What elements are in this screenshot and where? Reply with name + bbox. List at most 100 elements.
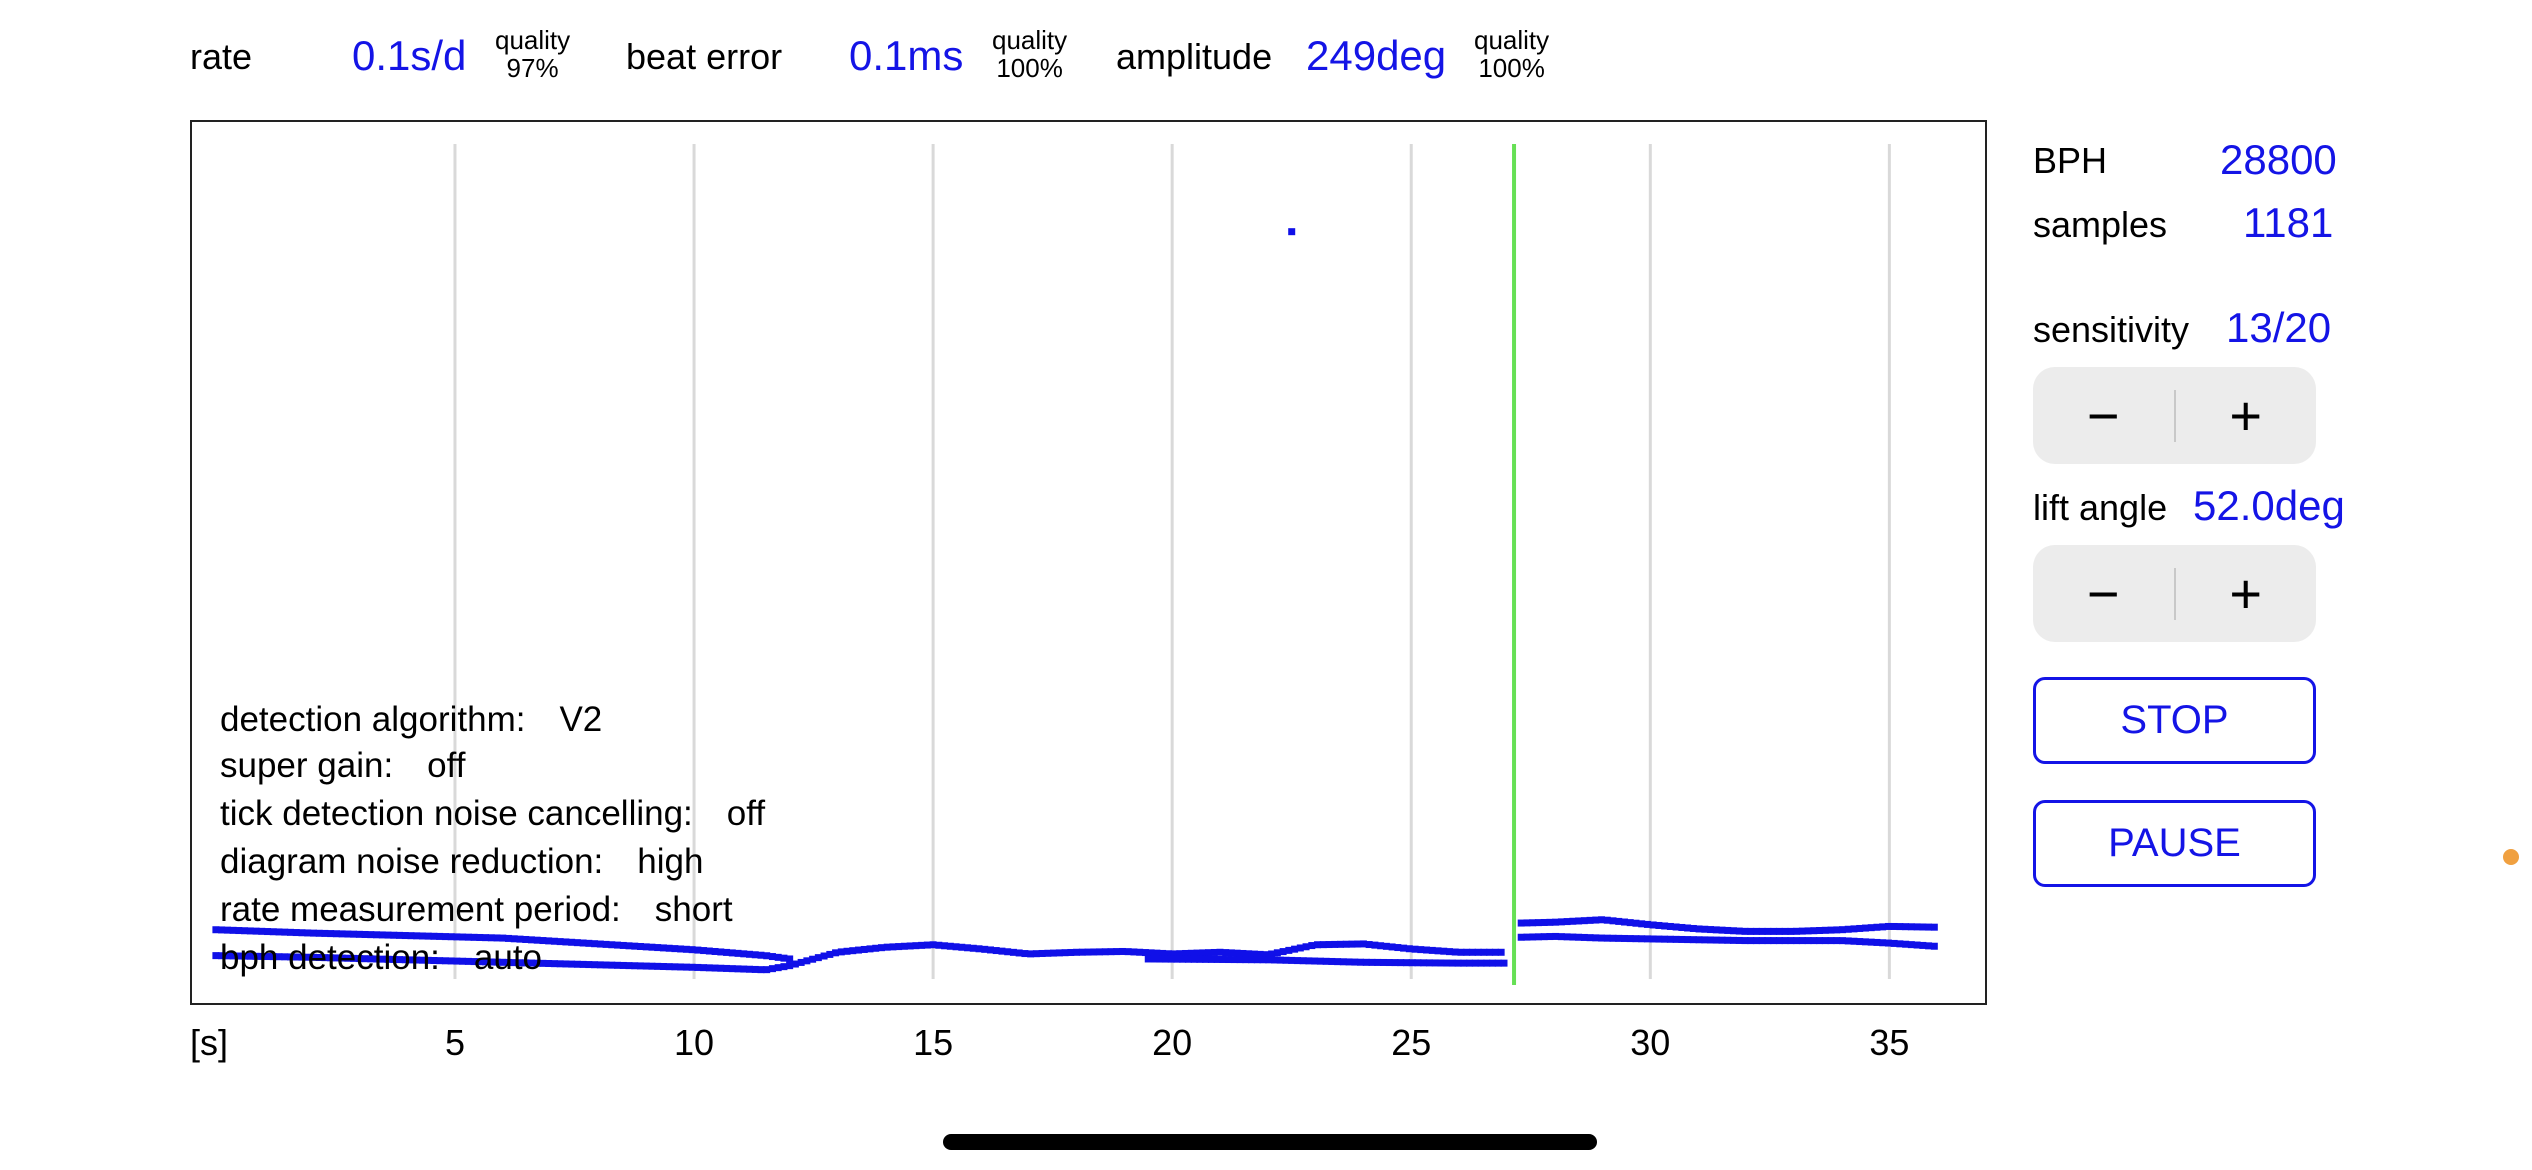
- plus-icon: +: [2229, 562, 2263, 625]
- trace-point: [1833, 926, 1841, 934]
- trace-point: [1781, 927, 1789, 935]
- trace-point: [1638, 935, 1646, 943]
- trace-point: [327, 954, 335, 962]
- trace-point: [246, 927, 254, 935]
- trace-point: [1153, 949, 1161, 957]
- trace-point: [1159, 949, 1167, 957]
- trace-point: [1517, 919, 1525, 927]
- trace-point: [1609, 934, 1617, 942]
- trace-point: [1787, 937, 1795, 945]
- trace-point: [585, 939, 593, 947]
- trace-point: [373, 955, 381, 963]
- trace-point: [390, 955, 398, 963]
- trace-point: [361, 955, 369, 963]
- trace-point: [1523, 919, 1531, 927]
- lift-angle-stepper[interactable]: − +: [2033, 545, 2316, 642]
- trace-point: [1471, 959, 1479, 967]
- trace-point: [625, 942, 633, 950]
- trace-point: [1540, 918, 1548, 926]
- trace-point: [1925, 942, 1933, 950]
- trace-point: [568, 938, 576, 946]
- trace-point: [573, 960, 581, 968]
- trace-point: [1055, 949, 1063, 957]
- trace-point: [298, 953, 306, 961]
- trace-point: [780, 963, 788, 971]
- trace-point: [1649, 921, 1657, 929]
- trace-point: [1758, 927, 1766, 935]
- trace-point: [1130, 948, 1138, 956]
- trace-point: [1793, 927, 1801, 935]
- setting-line: detection algorithm: V2: [220, 700, 602, 740]
- trace-point: [1609, 917, 1617, 925]
- trace-point: [344, 954, 352, 962]
- trace-point: [487, 958, 495, 966]
- trace-point: [1592, 934, 1600, 942]
- trace-point: [1489, 959, 1497, 967]
- trace-point: [1147, 949, 1155, 957]
- trace-point: [1666, 922, 1674, 930]
- trace-point: [1015, 949, 1023, 957]
- trace-point: [1655, 921, 1663, 929]
- stop-button[interactable]: STOP: [2033, 677, 2316, 764]
- trace-point: [1718, 936, 1726, 944]
- trace-point: [1620, 918, 1628, 926]
- trace-point: [1339, 958, 1347, 966]
- lift-angle-increase-button[interactable]: +: [2176, 545, 2317, 642]
- trace-point: [367, 931, 375, 939]
- trace-point: [602, 961, 610, 969]
- trace-point: [1466, 959, 1474, 967]
- trace-point: [929, 941, 937, 949]
- trace-point: [1775, 927, 1783, 935]
- sensitivity-stepper[interactable]: − +: [2033, 367, 2316, 464]
- pause-button[interactable]: PAUSE: [2033, 800, 2316, 887]
- trace-point: [1752, 937, 1760, 945]
- trace-point: [1084, 948, 1092, 956]
- trace-point: [1643, 920, 1651, 928]
- trace-point: [441, 957, 449, 965]
- trace-point: [229, 952, 237, 960]
- trace-point: [711, 947, 719, 955]
- trace-point: [1322, 957, 1330, 965]
- trace-point: [1420, 959, 1428, 967]
- trace-point: [545, 960, 553, 968]
- trace-point: [1730, 936, 1738, 944]
- trace-point: [430, 956, 438, 964]
- trace-point: [1431, 959, 1439, 967]
- trace-point: [1202, 955, 1210, 963]
- trace-point: [1758, 937, 1766, 945]
- trace-point: [1265, 956, 1273, 964]
- trace-point: [1293, 957, 1301, 965]
- trace-point: [1451, 948, 1459, 956]
- trace-point: [229, 926, 237, 934]
- trace-point: [1879, 939, 1887, 947]
- trace-point: [1354, 940, 1362, 948]
- sensitivity-increase-button[interactable]: +: [2176, 367, 2317, 464]
- trace-point: [281, 928, 289, 936]
- trace-point: [304, 953, 312, 961]
- trace-point: [1402, 959, 1410, 967]
- trace-series: [1144, 955, 1508, 967]
- trace-point: [527, 936, 535, 944]
- trace-point: [218, 952, 226, 960]
- trace-point: [1248, 956, 1256, 964]
- lift-angle-decrease-button[interactable]: −: [2033, 545, 2174, 642]
- trace-point: [1678, 923, 1686, 931]
- trace-point: [258, 927, 266, 935]
- trace-point: [309, 929, 317, 937]
- trace-point: [602, 940, 610, 948]
- trace-point: [298, 929, 306, 937]
- trace-point: [373, 931, 381, 939]
- trace-point: [1463, 948, 1471, 956]
- trace-point: [1336, 940, 1344, 948]
- trace-point: [1649, 935, 1657, 943]
- trace-point: [407, 956, 415, 964]
- sensitivity-decrease-button[interactable]: −: [2033, 367, 2174, 464]
- trace-point: [1861, 924, 1869, 932]
- trace-point: [614, 941, 622, 949]
- trace-point: [1351, 958, 1359, 966]
- trace-point: [1580, 933, 1588, 941]
- trace-point: [304, 929, 312, 937]
- trace-point: [682, 963, 690, 971]
- home-indicator[interactable]: [943, 1134, 1597, 1150]
- trace-point: [1907, 941, 1915, 949]
